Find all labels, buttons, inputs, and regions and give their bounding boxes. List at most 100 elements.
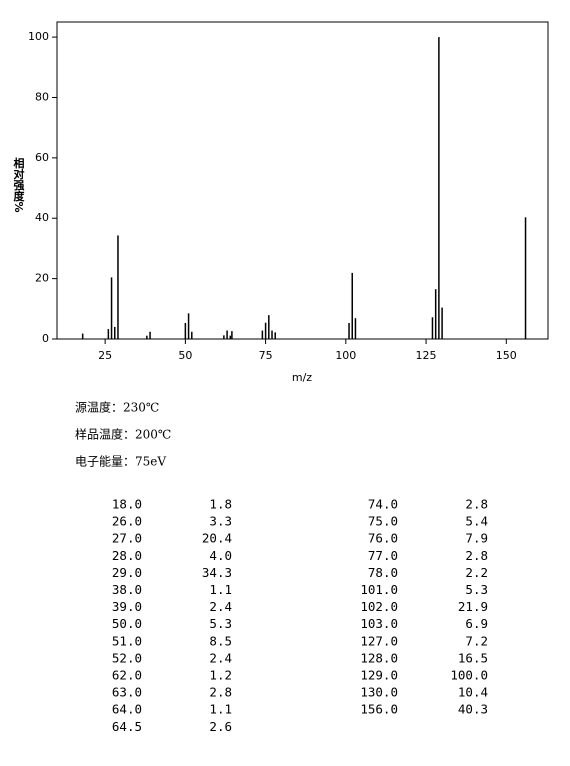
intensity-cell: 10.4 (458, 685, 488, 700)
mz-cell: 75.0 (368, 514, 398, 529)
x-axis-label: m/z (292, 371, 312, 384)
peak (268, 315, 270, 339)
intensity-cell: 2.4 (209, 599, 232, 614)
condition: 源温度：230℃ (75, 400, 159, 415)
intensity-cell: 1.1 (209, 582, 232, 597)
mz-cell: 27.0 (112, 531, 142, 546)
peak (431, 317, 434, 339)
mz-cell: 130.0 (360, 685, 398, 700)
peak (229, 335, 232, 339)
peak (524, 217, 527, 339)
intensity-cell: 40.3 (458, 702, 488, 717)
intensity-cell: 1.8 (209, 497, 232, 512)
mz-cell: 64.5 (112, 719, 142, 734)
intensity-cell: 2.4 (209, 650, 232, 665)
peak (107, 329, 110, 339)
intensity-cell: 2.6 (209, 719, 232, 734)
peak (187, 313, 190, 339)
peak (438, 37, 440, 339)
peak (114, 326, 116, 339)
peak (117, 235, 119, 339)
mz-cell: 102.0 (360, 599, 398, 614)
intensity-cell: 3.3 (209, 514, 232, 529)
x-tick-label: 150 (496, 349, 517, 362)
peak (146, 335, 148, 339)
intensity-cell: 16.5 (458, 650, 488, 665)
mz-cell: 101.0 (360, 582, 398, 597)
mz-cell: 39.0 (112, 599, 142, 614)
mz-cell: 18.0 (112, 497, 142, 512)
mz-cell: 129.0 (360, 668, 398, 683)
peak (110, 277, 113, 339)
intensity-cell: 1.2 (209, 668, 232, 683)
intensity-cell: 2.8 (209, 685, 232, 700)
y-axis-label: 相对强度% (12, 156, 25, 212)
mz-cell: 50.0 (112, 616, 142, 631)
peak (223, 335, 225, 339)
mz-cell: 64.0 (112, 702, 142, 717)
peak (271, 330, 273, 339)
y-tick-label: 40 (35, 211, 49, 224)
intensity-cell: 5.3 (465, 582, 488, 597)
y-tick-label: 20 (35, 272, 49, 285)
mz-cell: 38.0 (112, 582, 142, 597)
condition: 电子能量：75eV (75, 455, 166, 469)
mz-cell: 29.0 (112, 565, 142, 580)
x-tick-label: 50 (178, 349, 192, 362)
intensity-cell: 5.4 (465, 514, 488, 529)
peak (441, 307, 443, 339)
mz-cell: 77.0 (368, 548, 398, 563)
y-tick-label: 0 (42, 332, 49, 345)
mz-cell: 103.0 (360, 616, 398, 631)
peak (184, 322, 187, 339)
mz-cell: 63.0 (112, 685, 142, 700)
x-tick-label: 100 (335, 349, 356, 362)
mz-cell: 127.0 (360, 633, 398, 648)
mz-cell: 76.0 (368, 531, 398, 546)
intensity-cell: 1.1 (209, 702, 232, 717)
x-tick-label: 25 (98, 349, 112, 362)
peak (348, 322, 350, 339)
mz-cell: 51.0 (112, 633, 142, 648)
x-tick-label: 75 (259, 349, 273, 362)
mz-cell: 128.0 (360, 650, 398, 665)
y-tick-label: 100 (28, 30, 49, 43)
peak (149, 331, 151, 339)
mz-cell: 78.0 (368, 565, 398, 580)
peak (191, 331, 193, 339)
intensity-cell: 2.8 (465, 548, 488, 563)
mz-cell: 52.0 (112, 650, 142, 665)
y-tick-label: 80 (35, 90, 49, 103)
mz-cell: 74.0 (368, 497, 398, 512)
intensity-cell: 6.9 (465, 616, 488, 631)
peak (264, 322, 267, 339)
intensity-cell: 21.9 (458, 599, 488, 614)
y-tick-label: 60 (35, 151, 49, 164)
peak (231, 331, 233, 339)
peak (81, 333, 84, 339)
condition: 样品温度：200℃ (75, 427, 171, 442)
peak (354, 318, 357, 339)
intensity-cell: 8.5 (209, 633, 232, 648)
peak (226, 330, 228, 339)
mz-cell: 26.0 (112, 514, 142, 529)
mz-cell: 156.0 (360, 702, 398, 717)
intensity-cell: 5.3 (209, 616, 232, 631)
plot-frame (56, 21, 549, 340)
peak (274, 332, 276, 339)
mz-cell: 28.0 (112, 548, 142, 563)
intensity-cell: 100.0 (450, 668, 488, 683)
intensity-cell: 7.9 (465, 531, 488, 546)
intensity-cell: 4.0 (209, 548, 232, 563)
mz-cell: 62.0 (112, 668, 142, 683)
intensity-cell: 2.8 (465, 497, 488, 512)
intensity-cell: 34.3 (202, 565, 232, 580)
intensity-cell: 2.2 (465, 565, 488, 580)
x-tick-label: 125 (416, 349, 437, 362)
peak (351, 272, 353, 339)
peak (434, 289, 437, 339)
peak (261, 330, 264, 339)
intensity-cell: 20.4 (202, 531, 232, 546)
intensity-cell: 7.2 (465, 633, 488, 648)
